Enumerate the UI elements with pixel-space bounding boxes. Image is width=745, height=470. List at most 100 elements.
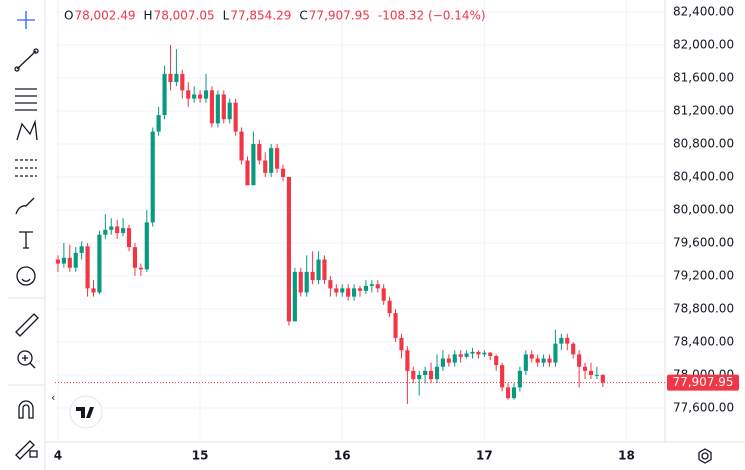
candle-body (529, 354, 534, 359)
candle-body (215, 94, 220, 124)
candle-body (221, 94, 226, 120)
legend-key: C (299, 9, 307, 23)
candle-body (263, 160, 268, 173)
candle-body (198, 94, 203, 99)
candle-body (245, 160, 250, 186)
candle-body (535, 358, 540, 363)
x-tick-label: 4 (54, 449, 62, 463)
candle-body (174, 73, 179, 83)
y-tick-label: 78,800.00 (673, 301, 734, 315)
candle-body (138, 267, 143, 270)
legend-value: 78,002.49 (74, 9, 135, 23)
candle-body (186, 90, 191, 99)
candle-body (428, 370, 434, 380)
candle-body (464, 353, 469, 357)
candle-body (393, 313, 398, 338)
zoom-tool[interactable] (17, 350, 36, 369)
y-tick-label: 82,400.00 (673, 4, 734, 18)
candle-body (97, 234, 102, 293)
candle-body (452, 354, 457, 363)
candle-body (340, 288, 345, 293)
y-tick-label: 81,200.00 (673, 103, 734, 117)
legend-value: 77,854.29 (230, 9, 291, 23)
candle-body (417, 375, 422, 380)
candle-body (500, 365, 505, 388)
candle-body (233, 102, 238, 132)
candle-body (126, 228, 132, 248)
candle-body (310, 271, 315, 281)
candle-body (434, 366, 440, 380)
legend-key: H (144, 9, 153, 23)
candle-body (227, 102, 232, 120)
candle-body (352, 288, 357, 297)
fib-tool[interactable] (15, 88, 37, 111)
candle-body (91, 288, 96, 293)
candle-body (192, 94, 197, 99)
candle-body (203, 90, 209, 99)
ohlc-legend: O 78,002.49 H 78,007.05 L 77,854.29 C 77,907.95… (64, 9, 486, 23)
magnet-tool[interactable] (18, 400, 34, 419)
candle-body (405, 350, 410, 371)
y-tick-label: 79,600.00 (673, 235, 734, 249)
candle-body (357, 288, 363, 291)
candle-body (67, 257, 72, 268)
candle-body (387, 300, 392, 314)
x-tick-label: 16 (334, 449, 351, 463)
candle-body (588, 370, 594, 376)
candle-body (541, 358, 546, 363)
candle-body (275, 148, 280, 169)
pattern-tool[interactable] (16, 119, 38, 141)
candle-body (180, 73, 185, 91)
y-tick-label: 78,400.00 (673, 334, 734, 348)
candle-body (523, 354, 528, 371)
candle-body (328, 280, 333, 289)
candle-body (577, 354, 582, 367)
ruler-tool[interactable] (15, 313, 39, 337)
emoji-tool[interactable] (16, 266, 36, 286)
candle-body (209, 90, 215, 124)
candle-body (381, 288, 386, 301)
text-tool[interactable] (19, 231, 33, 249)
candle-body (440, 358, 445, 367)
projection-tool[interactable] (15, 159, 37, 177)
candle-body (239, 131, 244, 161)
candle-body (553, 343, 558, 363)
brush-tool[interactable] (15, 197, 35, 215)
candle-body (399, 337, 404, 351)
candle-body (109, 226, 114, 230)
crosshair-tool[interactable] (17, 11, 35, 29)
legend-value: 77,907.95 (309, 9, 370, 23)
candle-body (156, 115, 161, 132)
tv-logo[interactable] (69, 395, 103, 429)
lock-draw-tool[interactable] (15, 440, 38, 460)
candle-body (73, 252, 78, 268)
candle-body (582, 366, 588, 371)
candle-body (375, 284, 380, 289)
candle-body (411, 370, 416, 380)
candle-body (482, 352, 487, 355)
candle-body (269, 148, 274, 173)
candle-body (251, 143, 256, 186)
x-tick-label: 18 (618, 449, 635, 463)
toolbar (8, 11, 44, 460)
y-tick-label: 80,000.00 (673, 202, 734, 216)
legend-key: L (223, 9, 230, 23)
candle-body (346, 288, 351, 297)
candle-body (132, 247, 138, 268)
legend-change: -108.32 (−0.14%) (378, 9, 486, 23)
last-price-box (667, 374, 739, 391)
y-tick-label: 82,000.00 (673, 37, 734, 51)
collapse-toggle[interactable]: ‹ (51, 391, 55, 404)
candle-body (322, 259, 327, 281)
candle-body (85, 246, 90, 289)
candle-body (559, 337, 564, 344)
candle-body (79, 246, 84, 253)
candle-body (511, 387, 517, 399)
candle-body (61, 257, 66, 264)
trend-line-tool[interactable] (14, 48, 39, 72)
candle-body (547, 358, 552, 363)
x-tick-label: 17 (476, 449, 493, 463)
candle-body (505, 387, 511, 399)
settings-button[interactable] (698, 448, 712, 464)
